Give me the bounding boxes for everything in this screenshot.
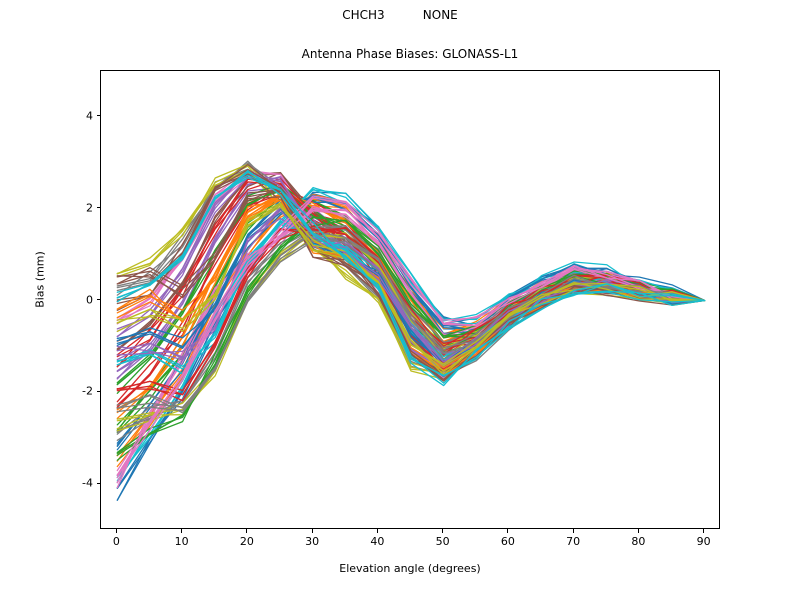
x-tick-mark: [246, 529, 248, 533]
plot-area: [100, 70, 720, 529]
y-tick-mark: [96, 482, 100, 484]
chart-line: [116, 216, 706, 456]
x-tick-label: 50: [435, 535, 450, 548]
x-tick-mark: [311, 529, 313, 533]
chart-line: [116, 206, 706, 365]
y-tick-mark: [96, 299, 100, 300]
x-tick-mark: [572, 529, 574, 533]
y-tick-mark: [96, 115, 100, 117]
chart-line: [116, 197, 706, 476]
chart-line: [116, 177, 706, 384]
x-tick-mark: [376, 529, 378, 533]
x-tick-label: 20: [239, 535, 254, 548]
x-tick-label: 30: [305, 535, 320, 548]
y-tick-mark: [96, 207, 100, 209]
chart-line: [116, 240, 706, 409]
x-tick-mark: [115, 529, 117, 533]
chart-line: [116, 171, 706, 377]
chart-line: [116, 217, 706, 461]
y-tick-label: 2: [86, 201, 93, 215]
y-tick-label: 0: [86, 293, 93, 306]
line-chart-canvas: [116, 160, 706, 501]
x-tick-mark: [507, 529, 509, 533]
x-tick-label: 80: [631, 535, 646, 548]
x-tick-mark: [442, 529, 444, 533]
x-tick-label: 60: [500, 535, 515, 548]
x-tick-label: 90: [696, 535, 711, 548]
x-tick-mark: [181, 529, 183, 533]
x-tick-label: 10: [174, 535, 189, 548]
figure-suptitle: CHCH3 NONE: [342, 8, 458, 22]
x-axis-label: Elevation angle (degrees): [339, 562, 481, 575]
y-tick-mark: [96, 390, 100, 392]
y-axis-label: Bias (mm): [33, 251, 47, 308]
y-tick-label: -2: [82, 384, 93, 398]
x-tick-mark: [637, 529, 639, 533]
chart-line: [116, 206, 706, 367]
x-tick-mark: [703, 529, 705, 533]
y-tick-label: -4: [82, 476, 93, 490]
y-tick-label: 4: [86, 109, 93, 123]
axes-title: Antenna Phase Biases: GLONASS-L1: [301, 47, 519, 61]
x-tick-label: 70: [566, 535, 581, 548]
chart-line: [116, 195, 706, 472]
x-tick-label: 0: [112, 535, 120, 548]
x-tick-label: 40: [370, 535, 385, 548]
